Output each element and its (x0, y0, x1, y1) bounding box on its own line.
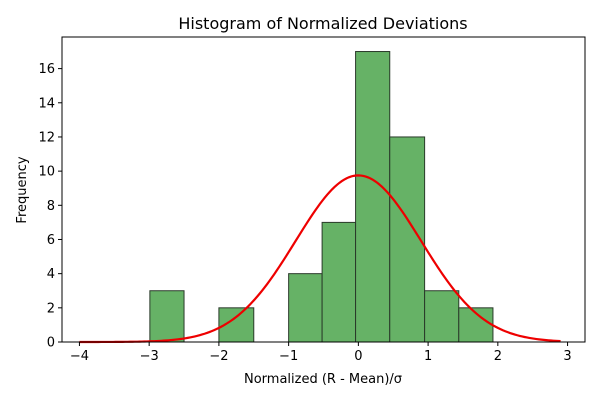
y-axis: 0 2 4 6 8 10 12 14 16 (38, 62, 62, 351)
y-tick-label: 6 (47, 233, 55, 248)
x-tick-label: 1 (424, 349, 432, 364)
x-tick-label: −1 (279, 349, 298, 364)
x-axis: −4 −3 −2 −1 0 1 2 3 (70, 342, 572, 364)
y-axis-label: Frequency (15, 156, 30, 223)
y-tick-label: 8 (47, 199, 55, 214)
y-tick-label: 12 (38, 130, 55, 145)
x-tick-label: −3 (140, 349, 159, 364)
x-axis-label: Normalized (R - Mean)/σ (244, 372, 402, 387)
y-tick-label: 2 (47, 301, 55, 316)
x-tick-label: −4 (70, 349, 89, 364)
plot-frame (61, 36, 586, 343)
chart-title: Histogram of Normalized Deviations (178, 14, 467, 33)
y-tick-label: 0 (47, 336, 55, 351)
histogram-bar-0 (149, 290, 185, 343)
bars-group (149, 51, 494, 343)
x-tick-label: 2 (494, 349, 502, 364)
histogram-bar-4 (288, 273, 323, 343)
y-tick-label: 16 (38, 62, 55, 77)
normal-fit-curve (79, 174, 561, 344)
histogram-bar-5 (321, 221, 357, 343)
histogram-bar-7 (389, 136, 426, 343)
x-tick-label: −2 (209, 349, 228, 364)
histogram-bar-8 (424, 290, 460, 343)
y-tick-label: 14 (38, 96, 55, 111)
y-tick-label: 10 (38, 165, 55, 180)
curve-layer (79, 174, 561, 344)
x-tick-label: 3 (563, 349, 571, 364)
x-tick-label: 0 (354, 349, 362, 364)
y-tick-label: 4 (47, 267, 55, 282)
histogram-bar-6 (355, 51, 391, 343)
